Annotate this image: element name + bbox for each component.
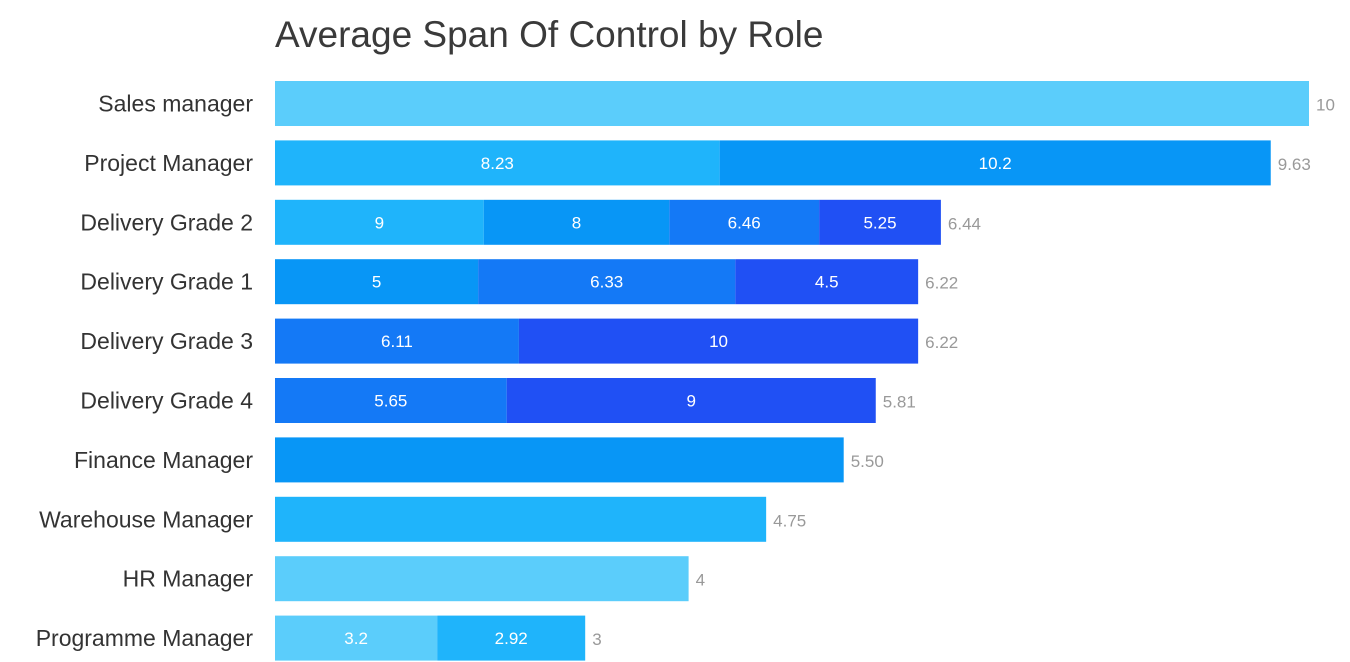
bar-row: Programme Manager 3.2 2.92 3 <box>36 615 602 661</box>
category-label: Delivery Grade 3 <box>80 328 253 354</box>
segment-value-label: 4.5 <box>815 273 839 292</box>
total-value-label: 6.22 <box>925 274 958 293</box>
total-value-label: 4.75 <box>773 511 806 530</box>
total-value-label: 5.81 <box>883 393 916 412</box>
segment-value-label: 5.25 <box>863 213 896 232</box>
bar-segment <box>275 81 1309 126</box>
category-label: Programme Manager <box>36 625 254 651</box>
category-label: Delivery Grade 1 <box>80 269 253 295</box>
bar-row: Project Manager 8.23 10.2 9.63 <box>84 140 1311 186</box>
segment-value-label: 9 <box>375 213 384 232</box>
bar-segment <box>735 259 919 305</box>
category-label: Project Manager <box>84 150 253 176</box>
segment-value-label: 8 <box>572 213 581 232</box>
bar-segment <box>669 199 820 245</box>
bar-segment <box>483 199 670 245</box>
bar-row: Warehouse Manager 4.75 <box>39 496 806 542</box>
category-label: Finance Manager <box>74 447 253 473</box>
segment-value-label: 6.11 <box>381 332 413 351</box>
category-label: Warehouse Manager <box>39 506 253 532</box>
bar-segment <box>275 318 519 364</box>
bar-segment <box>275 259 479 305</box>
total-value-label: 3 <box>592 630 601 649</box>
segment-value-label: 2.92 <box>495 629 528 648</box>
chart-title: Average Span Of Control by Role <box>275 14 824 55</box>
segment-value-label: 6.46 <box>728 213 761 232</box>
bar-segment <box>275 199 484 245</box>
total-value-label: 4 <box>696 571 705 590</box>
bar-row: Delivery Grade 3 6.11 10 6.22 <box>80 318 958 364</box>
bar-row: HR Manager 4 <box>123 556 705 602</box>
segment-value-label: 10 <box>709 332 728 351</box>
total-value-label: 10 <box>1316 96 1335 115</box>
segment-value-label: 5.65 <box>374 392 407 411</box>
category-label: HR Manager <box>123 566 254 592</box>
bar-segment <box>275 140 720 186</box>
bar-segment <box>478 259 736 305</box>
bar-row: Delivery Grade 1 5 6.33 4.5 6.22 <box>80 259 958 305</box>
total-value-label: 5.50 <box>851 452 884 471</box>
segment-value-label: 6.33 <box>590 273 623 292</box>
bar-segment <box>719 140 1271 186</box>
bar-row: Finance Manager 5.50 <box>74 437 884 483</box>
bar-segment <box>275 556 689 602</box>
bar-segment <box>819 199 941 245</box>
total-value-label: 6.44 <box>948 214 981 233</box>
segment-value-label: 8.23 <box>481 154 514 173</box>
total-value-label: 9.63 <box>1278 155 1311 174</box>
bar-segment <box>437 615 586 661</box>
bar-segment <box>506 378 876 423</box>
bar-row: Sales manager 10 <box>98 81 1335 126</box>
category-label: Delivery Grade 2 <box>80 209 253 235</box>
segment-value-label: 9 <box>686 392 695 411</box>
bar-segment <box>275 496 767 542</box>
segment-value-label: 3.2 <box>344 629 368 648</box>
category-label: Delivery Grade 4 <box>80 388 253 414</box>
bar-row: Delivery Grade 2 9 8 6.46 5.25 6.44 <box>80 199 981 245</box>
bar-segment <box>275 615 438 661</box>
bar-row: Delivery Grade 4 5.65 9 5.81 <box>80 378 916 423</box>
segment-value-label: 10.2 <box>979 154 1012 173</box>
bar-segment <box>518 318 919 364</box>
total-value-label: 6.22 <box>925 333 958 352</box>
category-label: Sales manager <box>98 91 253 117</box>
bar-segment <box>275 378 507 423</box>
bar-segment <box>275 437 844 483</box>
segment-value-label: 5 <box>372 273 381 292</box>
